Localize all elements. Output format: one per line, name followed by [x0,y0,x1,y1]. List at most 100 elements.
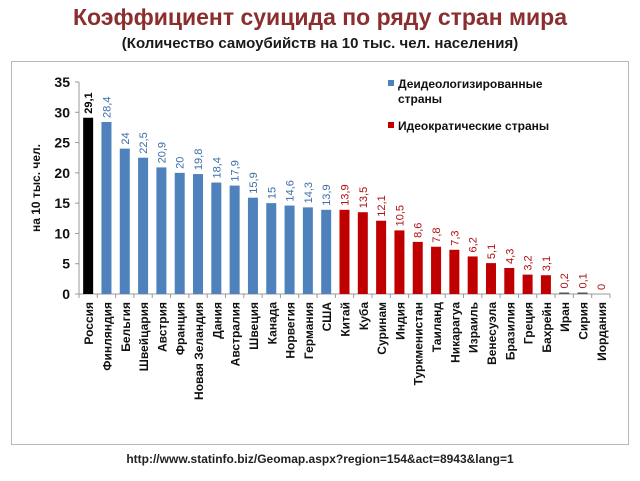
bar-value-label: 10,5 [394,205,406,226]
category-label: Куба [357,302,371,330]
legend-label: Идеократические страны [398,119,549,133]
category-label: Норвегия [284,302,298,359]
bar [357,212,368,294]
category-label: Индия [393,302,407,340]
bar-value-label: 24 [120,132,132,144]
axes: 0 5 10 15 20 25 30 35 на 10 тыс. чел. [29,74,611,302]
bar [138,157,149,294]
category-label: Суринам [375,302,389,355]
bar-value-label: 3,2 [523,255,535,270]
category-label: Франция [174,302,188,355]
bar [119,148,130,294]
bar-value-label: 17,9 [230,160,242,181]
y-tick-label: 25 [54,135,70,151]
bar-value-label: 3,1 [541,256,553,271]
legend-label: Деидеологизированные [398,77,543,91]
bar [156,167,167,294]
bar-value-label: 22,5 [138,132,150,153]
y-tick-label: 10 [54,225,70,241]
bar-value-label: 19,8 [193,149,205,170]
bar [376,220,387,294]
chart-subtitle: (Количество самоубийств на 10 тыс. чел. … [121,35,519,52]
bar [284,205,295,294]
bar [101,121,112,294]
bar [247,197,258,294]
bar [302,207,313,294]
bar [522,274,533,294]
bar [540,275,551,294]
source-url: http://www.statinfo.biz/Geomap.aspx?regi… [126,452,514,466]
category-label: Китай [339,302,353,337]
bar [467,256,478,294]
category-label: Сирия [577,302,591,340]
category-label: Иордания [595,302,609,361]
legend-swatch [388,122,394,128]
category-label: Швейцария [137,302,151,371]
bar-value-label: 8,6 [413,223,425,238]
bar [394,230,405,294]
chart-title: Коэффициент суицида по ряду стран мира [72,4,567,30]
category-label: Греция [522,302,536,344]
bar-value-label: 14,3 [303,182,315,203]
category-label: Таиланд [430,302,444,353]
bar-value-label: 18,4 [211,157,223,178]
bar-value-label: 20 [175,157,187,169]
category-label: Германия [302,302,316,359]
category-label: Дания [210,302,224,339]
bar [321,209,332,294]
y-tick-label: 35 [54,74,70,90]
y-tick-label: 5 [62,256,70,272]
bar-value-label: 7,8 [431,227,443,242]
bar [559,292,570,294]
bar-value-label: 13,9 [321,184,333,205]
legend-label-line2: страны [398,92,442,106]
bar-value-label: 15,9 [248,172,260,193]
y-tick-label: 15 [54,195,70,211]
bar [449,249,460,294]
bar [577,292,588,294]
bar [229,185,240,294]
bar [504,267,515,294]
bar-value-label: 5,1 [486,244,498,259]
bar-value-label: 20,9 [156,142,168,163]
category-label: Австралия [229,302,243,366]
category-label: Новая Зеландия [192,302,206,400]
bar-value-label: 29,1 [83,92,95,113]
category-label: Швеция [247,302,261,350]
bar-value-label: 0 [596,284,608,290]
bar-value-label: 13,5 [358,187,370,208]
bar-value-label: 7,3 [449,230,461,245]
bars: 29,1 Россия 28,4 Финляндия 24 Бельгия 22,5 Швей… [82,92,609,400]
category-label: Никарагуа [448,302,462,363]
y-tick-label: 0 [62,286,70,302]
category-label: Израиль [467,302,481,353]
bar-value-label: 6,2 [468,237,480,252]
y-tick-label: 30 [54,104,70,120]
category-label: Иран [558,302,572,332]
bar [211,182,222,294]
bar [193,174,204,294]
bar-value-label: 15 [266,187,278,199]
category-label: Бельгия [119,302,133,352]
bar [83,117,94,294]
category-label: Финляндия [100,302,114,371]
category-label: Венесуэла [485,302,499,365]
legend-swatch [388,80,394,86]
category-label: Бахрейн [540,302,554,353]
chart-frame [11,61,629,445]
category-label: Туркменистан [412,302,426,385]
bar [266,203,277,294]
category-label: Бразилия [503,302,517,360]
category-label: Австрия [155,302,169,352]
bar-value-label: 0,2 [559,273,571,288]
y-axis-label: на 10 тыс. чел. [29,144,43,232]
bar-value-label: 13,9 [340,184,352,205]
category-label: Россия [82,302,96,345]
bar-value-label: 4,3 [504,249,516,264]
category-label: Канада [265,302,279,345]
bar [431,246,442,294]
bar [339,209,350,294]
bar-value-label: 28,4 [101,97,113,118]
